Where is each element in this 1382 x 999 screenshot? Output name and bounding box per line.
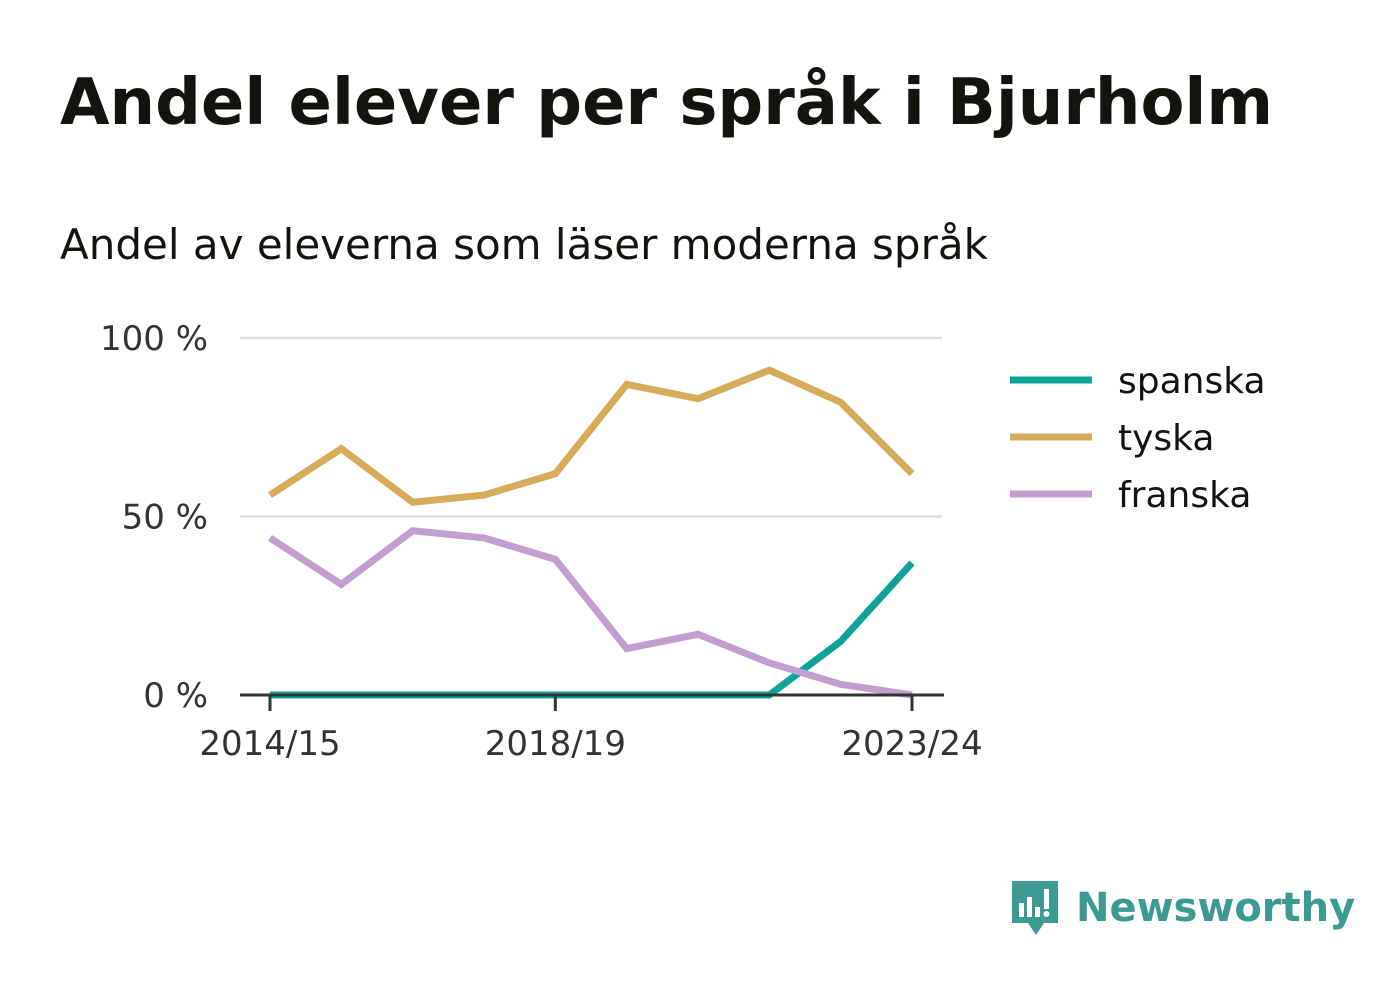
series-line-franska [268, 527, 913, 699]
brand-name: Newsworthy [1076, 885, 1356, 931]
legend-label-tyska: tyska [1118, 418, 1214, 459]
series-lines [268, 366, 915, 699]
y-axis-ticks: 0 % 50 % 100 % [100, 319, 208, 716]
legend: spanska tyska franska [1010, 361, 1266, 516]
x-tick-label: 2014/15 [199, 724, 340, 764]
chart-subtitle: Andel av eleverna som läser moderna språ… [60, 220, 988, 269]
legend-label-franska: franska [1118, 475, 1251, 516]
series-line-tyska [268, 366, 915, 506]
x-tick-label: 2023/24 [841, 724, 982, 764]
y-tick-label: 0 % [143, 676, 208, 716]
brand-logo: Newsworthy [1010, 876, 1355, 940]
x-tick-label: 2018/19 [485, 724, 626, 764]
chart-title: Andel elever per språk i Bjurholm [60, 66, 1274, 140]
newsworthy-logo-icon [1012, 881, 1058, 935]
y-tick-label: 100 % [100, 319, 208, 359]
legend-label-spanska: spanska [1118, 361, 1266, 402]
grid-lines [240, 336, 942, 518]
y-tick-label: 50 % [122, 498, 208, 538]
x-axis-ticks: 2014/15 2018/19 2023/24 [199, 695, 983, 764]
